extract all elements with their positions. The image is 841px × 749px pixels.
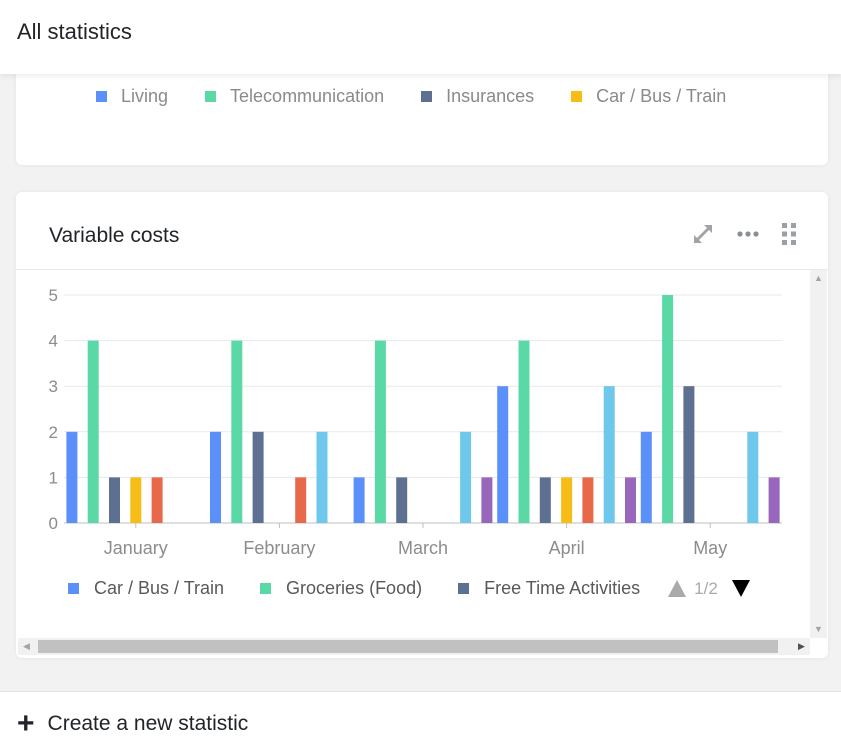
- legend-swatch: [260, 583, 272, 594]
- legend-item-living[interactable]: Living: [96, 86, 168, 107]
- legend-item-free-time[interactable]: Free Time Activities: [458, 578, 640, 599]
- legend-swatch: [205, 91, 217, 102]
- bar: [582, 477, 594, 523]
- bar: [316, 431, 328, 523]
- top-bar: All statistics: [0, 0, 841, 74]
- scrollbar-thumb[interactable]: [38, 640, 778, 653]
- horizontal-scrollbar[interactable]: ◀ ▶: [18, 638, 810, 655]
- page-title: All statistics: [17, 19, 132, 44]
- bar: [87, 340, 99, 523]
- legend-page-indicator: 1/2: [694, 578, 718, 598]
- bar: [353, 477, 365, 523]
- x-tick-label: April: [549, 538, 585, 558]
- bar-chart: 0 1 2 3 4 5 January February March April May: [49, 286, 782, 558]
- scroll-right-arrow-icon[interactable]: ▶: [798, 641, 805, 651]
- bar: [625, 477, 636, 523]
- scroll-left-arrow-icon[interactable]: ◀: [23, 641, 30, 651]
- create-statistic-button[interactable]: + Create a new statistic: [17, 707, 249, 740]
- legend-swatch: [68, 583, 79, 594]
- vertical-scrollbar[interactable]: ▲ ▼: [810, 270, 827, 638]
- create-statistic-label: Create a new statistic: [47, 712, 249, 735]
- legend-label: Living: [121, 86, 169, 106]
- y-tick-label: 1: [49, 468, 58, 487]
- bar: [539, 477, 551, 523]
- bar: [747, 431, 759, 523]
- bar: [561, 477, 573, 523]
- card-toolbar: [670, 223, 796, 245]
- bar: [295, 477, 307, 523]
- legend-item-telecommunication[interactable]: Telecommunication: [205, 86, 384, 107]
- y-tick-label: 2: [49, 423, 58, 442]
- legend-swatch: [571, 91, 583, 102]
- bar: [66, 431, 78, 523]
- legend-swatch: [96, 91, 107, 102]
- legend-item-car-bus-train[interactable]: Car / Bus / Train: [571, 86, 726, 107]
- more-icon[interactable]: [736, 230, 760, 238]
- chart-legend: Car / Bus / Train Groceries (Food) Free …: [68, 578, 750, 599]
- bar: [497, 386, 509, 523]
- card-title: Variable costs: [49, 224, 180, 247]
- bar: [768, 477, 780, 523]
- bar: [662, 295, 674, 523]
- legend-prev-page-button[interactable]: [668, 580, 687, 597]
- scroll-up-arrow-icon[interactable]: ▲: [814, 273, 823, 283]
- legend-item-groceries[interactable]: Groceries (Food): [260, 578, 422, 599]
- bar: [374, 340, 386, 523]
- x-tick-label: March: [398, 538, 448, 558]
- legend-swatch: [421, 91, 433, 102]
- bar: [252, 431, 264, 523]
- bar: [109, 477, 120, 523]
- legend-label: Car / Bus / Train: [94, 578, 225, 598]
- bar: [640, 431, 652, 523]
- x-tick-label: January: [104, 538, 168, 558]
- legend-item-insurances[interactable]: Insurances: [421, 86, 534, 107]
- bar: [231, 340, 243, 523]
- legend-label: Car / Bus / Train: [596, 86, 727, 106]
- bar: [518, 340, 530, 523]
- fixed-costs-legend: Living Telecommunication Insurances Car …: [96, 86, 763, 107]
- legend-next-page-button[interactable]: [731, 580, 750, 597]
- scroll-down-arrow-icon[interactable]: ▼: [814, 624, 823, 634]
- fixed-costs-card: Living Telecommunication Insurances Car …: [16, 64, 828, 165]
- legend-swatch: [458, 583, 470, 594]
- bar: [210, 431, 221, 523]
- y-tick-label: 0: [49, 514, 58, 533]
- x-tick-label: May: [693, 538, 727, 558]
- variable-costs-card: Variable costs 0 1 2 3 4 5 January February Marc…: [16, 192, 828, 658]
- bar: [460, 431, 472, 523]
- plus-icon: +: [17, 707, 35, 740]
- divider: [16, 269, 828, 270]
- bar: [481, 477, 493, 523]
- y-tick-label: 5: [49, 286, 58, 305]
- footer-bar: + Create a new statistic: [0, 691, 841, 749]
- legend-label: Free Time Activities: [484, 578, 641, 598]
- expand-icon[interactable]: [692, 223, 714, 245]
- x-tick-label: February: [243, 538, 315, 558]
- legend-label: Insurances: [446, 86, 535, 106]
- bar: [396, 477, 408, 523]
- y-tick-label: 3: [49, 377, 58, 396]
- bar: [130, 477, 142, 523]
- legend-label: Groceries (Food): [286, 578, 423, 598]
- legend-label: Telecommunication: [230, 86, 385, 106]
- legend-item-car-bus-train[interactable]: Car / Bus / Train: [68, 578, 224, 599]
- drag-handle-icon[interactable]: [782, 223, 796, 245]
- bar: [151, 477, 163, 523]
- bar: [683, 386, 695, 523]
- legend-pager: 1/2: [668, 579, 750, 599]
- bar: [603, 386, 615, 523]
- y-tick-label: 4: [49, 332, 58, 351]
